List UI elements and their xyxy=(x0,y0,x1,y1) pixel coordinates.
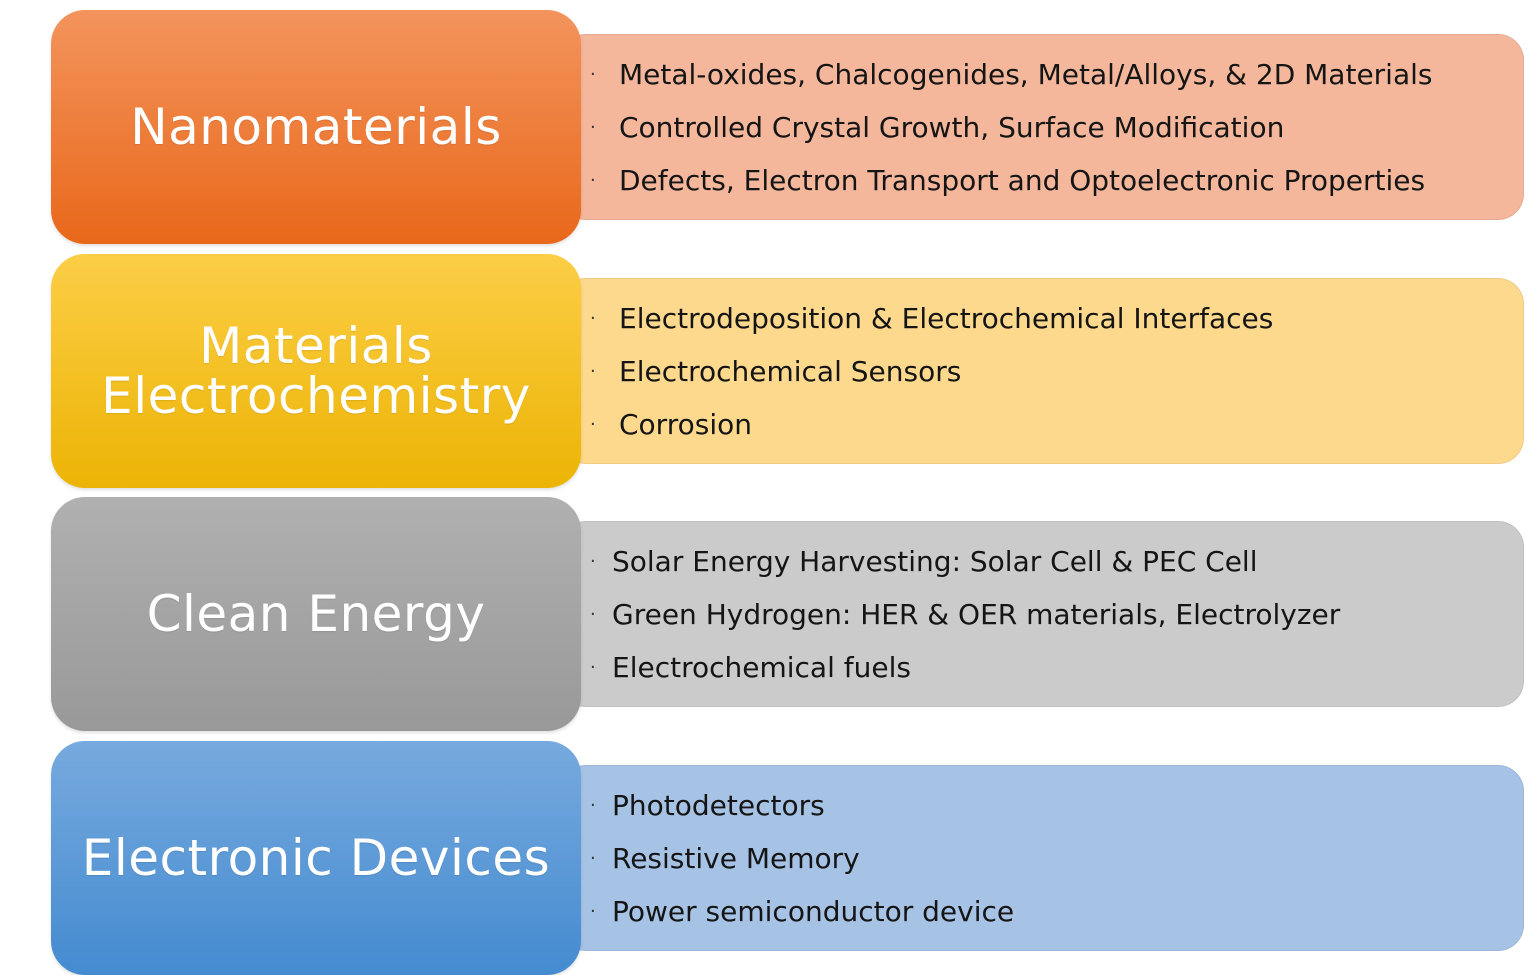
bullet-dot-icon: · xyxy=(590,550,596,572)
list-item: · Metal-oxides, Chalcogenides, Metal/All… xyxy=(590,48,1510,101)
bullet-dot-icon: · xyxy=(590,900,596,922)
list-item-text: Green Hydrogen: HER & OER materials, Ele… xyxy=(612,597,1341,631)
list-item: · Electrochemical Sensors xyxy=(590,345,1510,398)
topic-label-box: Materials Electrochemistry xyxy=(51,254,581,488)
topic-details-panel xyxy=(560,34,1524,220)
topic-label-box: Nanomaterials xyxy=(51,10,581,244)
topic-row-materials-electrochemistry: Materials Electrochemistry · Electrodepo… xyxy=(0,254,1536,488)
bullet-dot-icon: · xyxy=(590,794,596,816)
list-item-text: Controlled Crystal Growth, Surface Modif… xyxy=(619,110,1285,144)
topic-details-panel xyxy=(560,521,1524,707)
list-item: · Defects, Electron Transport and Optoel… xyxy=(590,154,1510,207)
topic-title: Clean Energy xyxy=(146,585,486,643)
topic-title: Materials Electrochemistry xyxy=(101,317,531,425)
bullet-dot-icon: · xyxy=(590,116,596,138)
topic-bullet-list: · Solar Energy Harvesting: Solar Cell & … xyxy=(590,521,1510,707)
list-item-text: Power semiconductor device xyxy=(612,894,1015,928)
list-item: · Electrodeposition & Electrochemical In… xyxy=(590,292,1510,345)
bullet-dot-icon: · xyxy=(590,169,596,191)
list-item-text: Solar Energy Harvesting: Solar Cell & PE… xyxy=(612,544,1258,578)
topic-bullet-list: · Electrodeposition & Electrochemical In… xyxy=(590,278,1510,464)
bullet-dot-icon: · xyxy=(590,63,596,85)
topic-row-clean-energy: Clean Energy · Solar Energy Harvesting: … xyxy=(0,497,1536,731)
list-item: · Resistive Memory xyxy=(590,832,1510,885)
list-item-text: Metal-oxides, Chalcogenides, Metal/Alloy… xyxy=(619,57,1433,91)
list-item: · Solar Energy Harvesting: Solar Cell & … xyxy=(590,535,1510,588)
topic-row-nanomaterials: Nanomaterials · Metal-oxides, Chalcogeni… xyxy=(0,10,1536,244)
list-item: · Photodetectors xyxy=(590,779,1510,832)
list-item-text: Electrochemical fuels xyxy=(612,650,911,684)
topic-bullet-list: · Photodetectors · Resistive Memory · Po… xyxy=(590,765,1510,951)
topic-label-box: Electronic Devices xyxy=(51,741,581,975)
list-item-text: Photodetectors xyxy=(612,788,825,822)
list-item: · Power semiconductor device xyxy=(590,885,1510,938)
topic-details-panel xyxy=(560,765,1524,951)
list-item-text: Electrodeposition & Electrochemical Inte… xyxy=(619,301,1274,335)
bullet-dot-icon: · xyxy=(590,603,596,625)
list-item-text: Corrosion xyxy=(619,407,752,441)
bullet-dot-icon: · xyxy=(590,847,596,869)
bullet-dot-icon: · xyxy=(590,656,596,678)
list-item-text: Defects, Electron Transport and Optoelec… xyxy=(619,163,1426,197)
topic-title: Electronic Devices xyxy=(81,829,551,887)
list-item: · Corrosion xyxy=(590,398,1510,451)
list-item-text: Resistive Memory xyxy=(612,841,860,875)
bullet-dot-icon: · xyxy=(590,307,596,329)
topic-details-panel xyxy=(560,278,1524,464)
topic-label-box: Clean Energy xyxy=(51,497,581,731)
list-item: · Electrochemical fuels xyxy=(590,641,1510,694)
topic-bullet-list: · Metal-oxides, Chalcogenides, Metal/All… xyxy=(590,34,1510,220)
bullet-dot-icon: · xyxy=(590,360,596,382)
list-item: · Controlled Crystal Growth, Surface Mod… xyxy=(590,101,1510,154)
list-item-text: Electrochemical Sensors xyxy=(619,354,962,388)
list-item: · Green Hydrogen: HER & OER materials, E… xyxy=(590,588,1510,641)
topic-title: Nanomaterials xyxy=(130,98,502,156)
topic-row-electronic-devices: Electronic Devices · Photodetectors · Re… xyxy=(0,741,1536,975)
bullet-dot-icon: · xyxy=(590,413,596,435)
